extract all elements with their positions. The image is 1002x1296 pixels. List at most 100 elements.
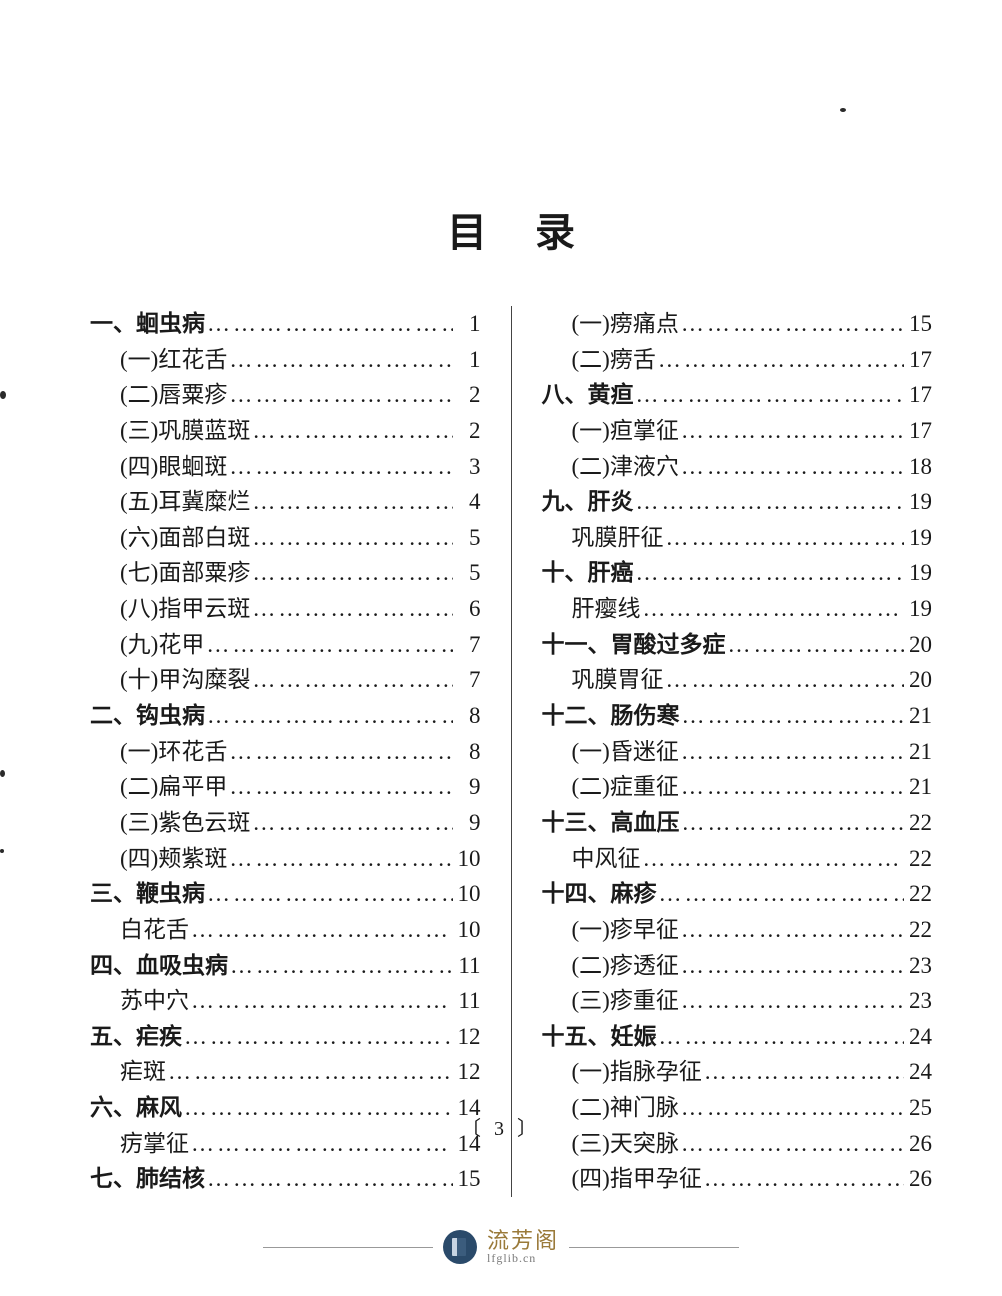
toc-label: 中风征 xyxy=(572,841,641,877)
toc-label: 二、钩虫病 xyxy=(90,698,205,734)
toc-row: 五、疟疾………………………………………………12 xyxy=(90,1019,481,1055)
toc-label: (八)指甲云斑 xyxy=(120,591,250,627)
toc-label: 巩膜肝征 xyxy=(572,520,664,556)
toc-row: (八)指甲云斑………………………………………………6 xyxy=(90,591,481,627)
toc-row: (二)津液穴………………………………………………18 xyxy=(542,449,933,485)
toc-label: 一、蛔虫病 xyxy=(90,306,205,342)
toc-row: (四)颊紫斑………………………………………………10 xyxy=(90,841,481,877)
toc-leader-dots: ……………………………………………… xyxy=(680,698,905,734)
column-divider xyxy=(511,306,512,1197)
toc-row: (一)疸掌征………………………………………………17 xyxy=(542,413,933,449)
toc-page: 23 xyxy=(904,948,932,984)
toc-leader-dots: ……………………………………………… xyxy=(250,555,452,591)
toc-row: (一)指脉孕征………………………………………………24 xyxy=(542,1054,933,1090)
toc-leader-dots: ……………………………………………… xyxy=(250,662,452,698)
toc-page: 5 xyxy=(453,555,481,591)
toc-leader-dots: ……………………………………………… xyxy=(227,841,452,877)
toc-row: (一)昏迷征………………………………………………21 xyxy=(542,734,933,770)
toc-leader-dots: ……………………………………………… xyxy=(641,841,905,877)
toc-leader-dots: ……………………………………………… xyxy=(634,484,905,520)
toc-page: 8 xyxy=(453,734,481,770)
toc-row: 二、钩虫病………………………………………………8 xyxy=(90,698,481,734)
toc-page: 22 xyxy=(904,876,932,912)
toc-row: 七、肺结核………………………………………………15 xyxy=(90,1161,481,1197)
toc-leader-dots: ……………………………………………… xyxy=(679,413,904,449)
toc-label: (四)颊紫斑 xyxy=(120,841,227,877)
toc-page: 7 xyxy=(453,662,481,698)
toc-leader-dots: ……………………………………………… xyxy=(679,449,904,485)
toc-leader-dots: ……………………………………………… xyxy=(634,377,905,413)
toc-leader-dots: ……………………………………………… xyxy=(679,734,904,770)
toc-label: (三)巩膜蓝斑 xyxy=(120,413,250,449)
watermark-cn: 流芳阁 xyxy=(487,1230,559,1252)
toc-page: 10 xyxy=(453,876,481,912)
toc-page: 11 xyxy=(453,948,481,984)
toc-row: 八、黄疸………………………………………………17 xyxy=(542,377,933,413)
watermark-en: lfglib.cn xyxy=(487,1252,559,1264)
toc-label: (二)症重征 xyxy=(572,769,679,805)
toc-leader-dots: ……………………………………………… xyxy=(189,983,453,1019)
toc-row: (一)环花舌………………………………………………8 xyxy=(90,734,481,770)
toc-leader-dots: ……………………………………………… xyxy=(679,306,904,342)
toc-leader-dots: ……………………………………………… xyxy=(166,1054,453,1090)
toc-row: (七)面部粟疹………………………………………………5 xyxy=(90,555,481,591)
toc-row: (二)扁平甲………………………………………………9 xyxy=(90,769,481,805)
toc-page: 9 xyxy=(453,805,481,841)
toc-row: (四)眼蛔斑………………………………………………3 xyxy=(90,449,481,485)
toc-page: 2 xyxy=(453,413,481,449)
toc-page: 24 xyxy=(904,1054,932,1090)
toc-label: (二)津液穴 xyxy=(572,449,679,485)
toc-leader-dots: ……………………………………………… xyxy=(664,662,905,698)
scan-speck xyxy=(0,770,5,777)
toc-leader-dots: ……………………………………………… xyxy=(189,912,453,948)
toc-label: (一)疸掌征 xyxy=(572,413,679,449)
toc-leader-dots: ……………………………………………… xyxy=(227,769,452,805)
toc-label: (一)疹早征 xyxy=(572,912,679,948)
toc-leader-dots: ……………………………………………… xyxy=(679,912,904,948)
toc-leader-dots: ……………………………………………… xyxy=(726,627,905,663)
toc-leader-dots: ……………………………………………… xyxy=(680,805,905,841)
toc-row: 十五、妊娠………………………………………………24 xyxy=(542,1019,933,1055)
toc-label: 十三、高血压 xyxy=(542,805,680,841)
toc-label: 肝瘿线 xyxy=(572,591,641,627)
toc-row: (三)巩膜蓝斑………………………………………………2 xyxy=(90,413,481,449)
toc-page: 1 xyxy=(453,342,481,378)
toc-leader-dots: ……………………………………………… xyxy=(702,1054,904,1090)
toc-page: 22 xyxy=(904,912,932,948)
toc-label: (二)扁平甲 xyxy=(120,769,227,805)
toc-label: (一)红花舌 xyxy=(120,342,227,378)
toc-label: (一)昏迷征 xyxy=(572,734,679,770)
toc-page: 12 xyxy=(453,1054,481,1090)
toc-leader-dots: ……………………………………………… xyxy=(250,591,452,627)
toc-row: (六)面部白斑………………………………………………5 xyxy=(90,520,481,556)
toc-label: (三)疹重征 xyxy=(572,983,679,1019)
toc-leader-dots: ……………………………………………… xyxy=(641,591,905,627)
toc-label: (九)花甲 xyxy=(120,627,204,663)
watermark-box: 流芳阁 lfglib.cn xyxy=(443,1230,559,1264)
toc-leader-dots: ……………………………………………… xyxy=(702,1161,904,1197)
page-title: 目录 xyxy=(90,200,932,258)
scan-speck xyxy=(0,849,4,853)
toc-page: 21 xyxy=(904,698,932,734)
toc-leader-dots: ……………………………………………… xyxy=(679,983,904,1019)
toc-leader-dots: ……………………………………………… xyxy=(227,377,452,413)
toc-row: 肝瘿线………………………………………………19 xyxy=(542,591,933,627)
toc-leader-dots: ……………………………………………… xyxy=(250,413,452,449)
toc-row: 十四、麻疹………………………………………………22 xyxy=(542,876,933,912)
toc-label: 五、疟疾 xyxy=(90,1019,182,1055)
toc-label: 十二、肠伤寒 xyxy=(542,698,680,734)
toc-leader-dots: ……………………………………………… xyxy=(250,520,452,556)
toc-page: 19 xyxy=(904,520,932,556)
toc-row: (九)花甲………………………………………………7 xyxy=(90,627,481,663)
toc-row: 十一、胃酸过多症………………………………………………20 xyxy=(542,627,933,663)
toc-label: 疟斑 xyxy=(120,1054,166,1090)
toc-label: 三、鞭虫病 xyxy=(90,876,205,912)
watermark-text: 流芳阁 lfglib.cn xyxy=(487,1230,559,1264)
toc-row: (十)甲沟糜裂………………………………………………7 xyxy=(90,662,481,698)
toc-page: 1 xyxy=(453,306,481,342)
toc-row: 十、肝癌………………………………………………19 xyxy=(542,555,933,591)
toc-label: (四)眼蛔斑 xyxy=(120,449,227,485)
toc-page: 5 xyxy=(453,520,481,556)
toc-leader-dots: ……………………………………………… xyxy=(657,1019,905,1055)
toc-page: 20 xyxy=(904,627,932,663)
